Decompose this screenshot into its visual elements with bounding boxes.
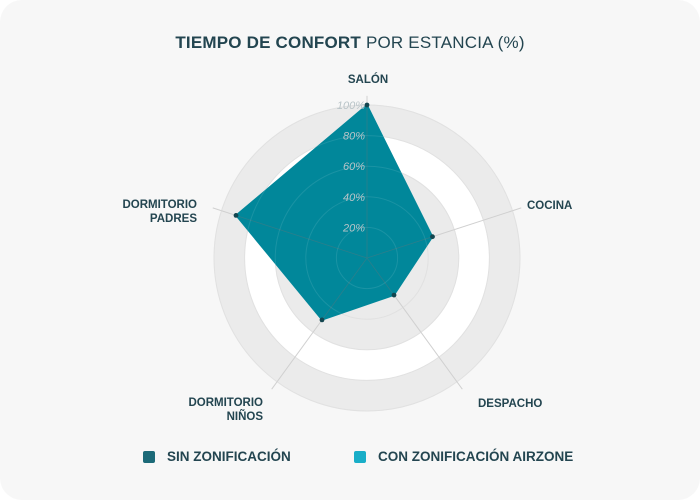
radar-inner-spoke (366, 236, 433, 259)
legend-swatch (143, 450, 155, 463)
radar-data-point (233, 213, 239, 218)
chart-title-bold: TIEMPO DE CONFORT (175, 33, 361, 52)
radar-tick-label: 100% (337, 100, 365, 112)
radar-tick-label: 60% (343, 161, 365, 173)
chart-legend: SIN ZONIFICACIÓN CON ZONIFICACIÓN AIRZON… (0, 449, 700, 469)
radar-category-label: DESPACHO (478, 398, 542, 410)
radar-category-label: DORMITORIO (188, 397, 263, 409)
legend-item-con-zonificacion-airzone[interactable]: CON ZONIFICACIÓN AIRZONE (354, 449, 573, 464)
radar-data-point (391, 292, 397, 298)
radar-grid-ring-overlay (335, 226, 399, 290)
radar-grid-ring-overlay (305, 196, 429, 320)
radar-tick-label: 40% (343, 192, 365, 204)
radar-category-label: DORMITORIO (122, 199, 197, 211)
radar-grid-ring-overlay (244, 135, 490, 381)
radar-data-point (319, 317, 325, 323)
legend-label: SIN ZONIFICACIÓN (167, 449, 291, 464)
legend-item-sin-zonificacion[interactable]: SIN ZONIFICACIÓN (143, 449, 291, 464)
radar-tick-label: 80% (343, 131, 365, 143)
radar-inner-spoke (321, 257, 368, 321)
chart-title: TIEMPO DE CONFORT POR ESTANCIA (%) (0, 33, 700, 53)
radar-grid-ring-overlay (274, 165, 460, 351)
radar-series-area (234, 103, 434, 321)
legend-label: CON ZONIFICACIÓN AIRZONE (378, 449, 574, 464)
radar-category-label: SALÓN (348, 73, 388, 86)
radar-inner-spoke (235, 215, 368, 259)
chart-title-light: POR ESTANCIA (%) (365, 33, 525, 52)
radar-category-label: COCINA (527, 200, 572, 212)
radar-category-label: PADRES (150, 213, 197, 225)
radar-tick-label: 20% (342, 222, 365, 234)
radar-category-label: NIÑOS (227, 410, 264, 423)
legend-swatch (354, 450, 366, 463)
radar-inner-spoke (366, 257, 395, 296)
radar-data-point (364, 102, 370, 108)
radar-data-point (430, 234, 435, 240)
